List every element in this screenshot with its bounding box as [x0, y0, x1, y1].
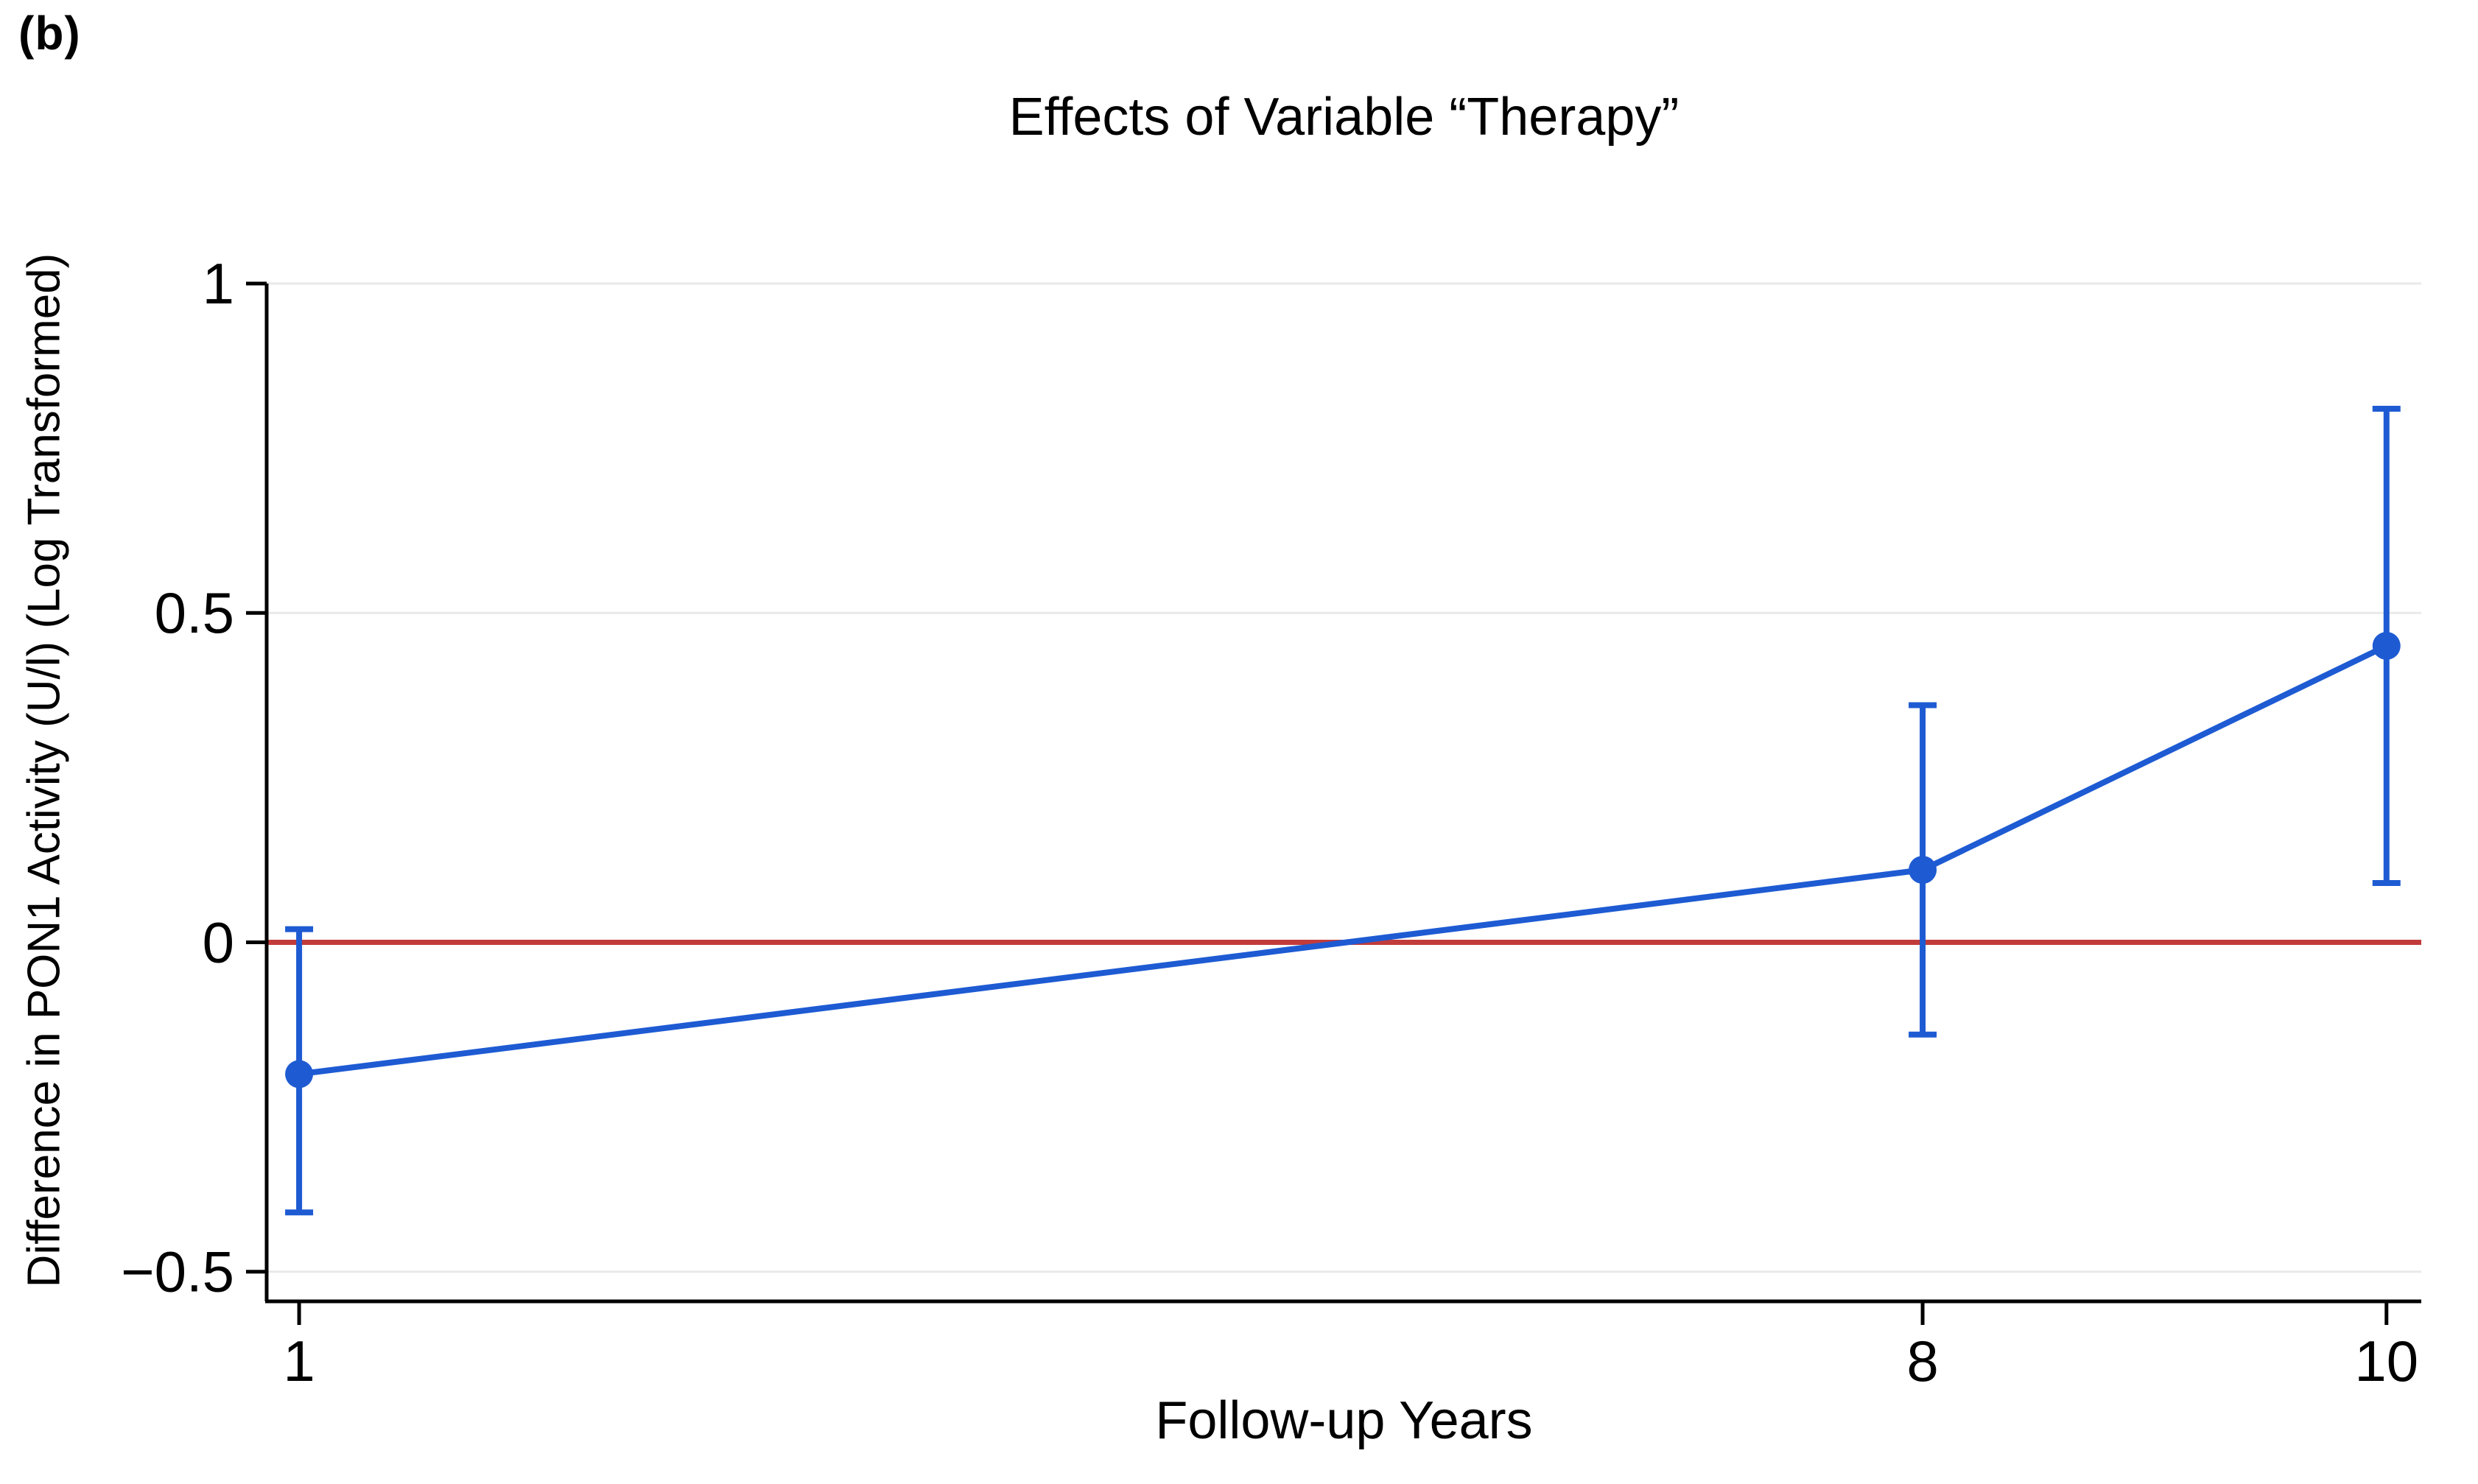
data-point-marker: [285, 1060, 314, 1089]
series-line: [298, 643, 2388, 1077]
data-point-marker: [1909, 856, 1937, 885]
y-tick-label: 1: [203, 251, 234, 316]
panel-label: (b): [18, 7, 81, 60]
x-tick-label: 10: [2354, 1329, 2418, 1393]
y-tick-label: 0.5: [155, 580, 234, 645]
data-point-marker: [2372, 631, 2401, 660]
chart-title: Effects of Variable “Therapy”: [1008, 88, 1680, 147]
x-tick-label: 1: [283, 1329, 315, 1393]
y-tick-label: 0: [203, 910, 234, 974]
x-tick-label: 8: [1906, 1329, 1938, 1393]
x-axis-title: Follow-up Years: [1155, 1391, 1533, 1450]
y-tick-label: −0.5: [121, 1239, 234, 1304]
